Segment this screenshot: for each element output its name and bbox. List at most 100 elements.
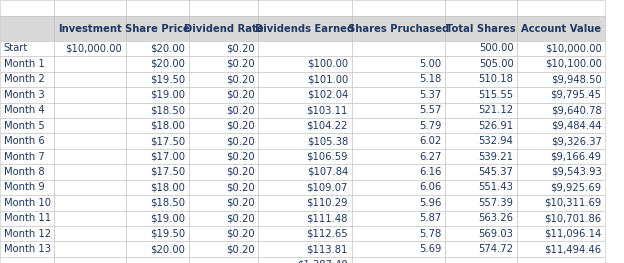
Text: Month 12: Month 12 <box>4 229 51 239</box>
Bar <box>258 87 351 103</box>
Text: $10,311.69: $10,311.69 <box>544 198 602 208</box>
Bar <box>54 118 126 133</box>
Bar <box>517 211 605 226</box>
Text: $11,096.14: $11,096.14 <box>544 229 602 239</box>
Text: 6.27: 6.27 <box>419 151 442 161</box>
Bar <box>126 41 189 56</box>
Bar <box>352 133 446 149</box>
Text: Month 5: Month 5 <box>4 121 44 131</box>
Bar <box>517 0 605 16</box>
Text: $101.00: $101.00 <box>306 74 348 84</box>
Bar <box>126 149 189 164</box>
Bar <box>517 133 605 149</box>
Bar <box>0 56 54 72</box>
Bar <box>517 180 605 195</box>
Bar <box>0 195 54 211</box>
Text: 532.94: 532.94 <box>479 136 514 146</box>
Bar <box>352 257 446 263</box>
Text: $100.00: $100.00 <box>307 59 348 69</box>
Bar <box>189 211 258 226</box>
Bar <box>189 56 258 72</box>
Bar <box>258 133 351 149</box>
Text: Share Price: Share Price <box>125 23 190 34</box>
Bar <box>258 164 351 180</box>
Bar <box>352 180 446 195</box>
Bar <box>352 211 446 226</box>
Bar <box>0 226 54 241</box>
Bar <box>0 87 54 103</box>
Text: $0.20: $0.20 <box>226 59 255 69</box>
Bar <box>0 164 54 180</box>
Text: 551.43: 551.43 <box>479 183 514 193</box>
Bar <box>258 72 351 87</box>
Text: 5.18: 5.18 <box>419 74 442 84</box>
Text: 5.57: 5.57 <box>419 105 442 115</box>
Bar <box>258 211 351 226</box>
Text: Month 10: Month 10 <box>4 198 51 208</box>
Bar <box>126 72 189 87</box>
Text: Month 9: Month 9 <box>4 183 44 193</box>
Bar <box>517 41 605 56</box>
Bar <box>517 164 605 180</box>
Bar <box>54 241 126 257</box>
Text: Account Value: Account Value <box>521 23 602 34</box>
Bar <box>126 195 189 211</box>
Bar <box>0 0 54 16</box>
Text: 545.37: 545.37 <box>479 167 514 177</box>
Text: $11,494.46: $11,494.46 <box>544 244 602 254</box>
Bar <box>0 149 54 164</box>
Bar <box>258 0 351 16</box>
Bar <box>445 149 517 164</box>
Text: Total Shares: Total Shares <box>446 23 516 34</box>
Bar <box>189 133 258 149</box>
Text: $110.29: $110.29 <box>306 198 348 208</box>
Bar <box>517 56 605 72</box>
Text: $0.20: $0.20 <box>226 167 255 177</box>
Bar <box>352 103 446 118</box>
Text: $0.20: $0.20 <box>226 229 255 239</box>
Bar <box>0 257 54 263</box>
Bar <box>445 103 517 118</box>
Text: $17.50: $17.50 <box>150 167 185 177</box>
Text: $0.20: $0.20 <box>226 136 255 146</box>
Bar <box>517 72 605 87</box>
Text: $9,795.45: $9,795.45 <box>550 90 602 100</box>
Bar <box>126 87 189 103</box>
Text: Month 6: Month 6 <box>4 136 44 146</box>
Text: $10,100.00: $10,100.00 <box>545 59 602 69</box>
Text: $9,166.49: $9,166.49 <box>550 151 602 161</box>
Text: $103.11: $103.11 <box>306 105 348 115</box>
Bar <box>0 16 54 41</box>
Bar <box>189 226 258 241</box>
Text: Month 11: Month 11 <box>4 213 51 223</box>
Text: $9,948.50: $9,948.50 <box>551 74 602 84</box>
Bar <box>445 211 517 226</box>
Text: 5.69: 5.69 <box>419 244 442 254</box>
Bar <box>445 226 517 241</box>
Bar <box>258 195 351 211</box>
Text: $19.00: $19.00 <box>150 90 185 100</box>
Bar <box>258 103 351 118</box>
Bar <box>126 118 189 133</box>
Text: $113.81: $113.81 <box>306 244 348 254</box>
Bar <box>189 41 258 56</box>
Bar <box>517 16 605 41</box>
Bar <box>54 180 126 195</box>
Bar <box>352 0 446 16</box>
Bar <box>352 56 446 72</box>
Bar <box>189 72 258 87</box>
Bar <box>445 180 517 195</box>
Text: 526.91: 526.91 <box>479 121 514 131</box>
Bar <box>352 241 446 257</box>
Text: $20.00: $20.00 <box>150 43 185 53</box>
Text: $102.04: $102.04 <box>306 90 348 100</box>
Text: 5.37: 5.37 <box>419 90 442 100</box>
Bar <box>54 226 126 241</box>
Bar <box>517 241 605 257</box>
Text: $0.20: $0.20 <box>226 43 255 53</box>
Text: Month 3: Month 3 <box>4 90 44 100</box>
Bar <box>0 41 54 56</box>
Text: Month 4: Month 4 <box>4 105 44 115</box>
Text: 515.55: 515.55 <box>479 90 514 100</box>
Bar <box>445 56 517 72</box>
